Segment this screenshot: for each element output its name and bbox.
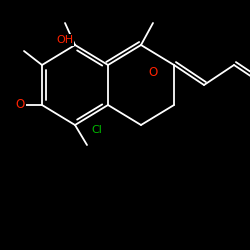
Text: O: O: [16, 98, 24, 112]
Text: Cl: Cl: [92, 125, 102, 135]
Text: OH: OH: [56, 35, 74, 45]
Text: O: O: [148, 66, 158, 78]
